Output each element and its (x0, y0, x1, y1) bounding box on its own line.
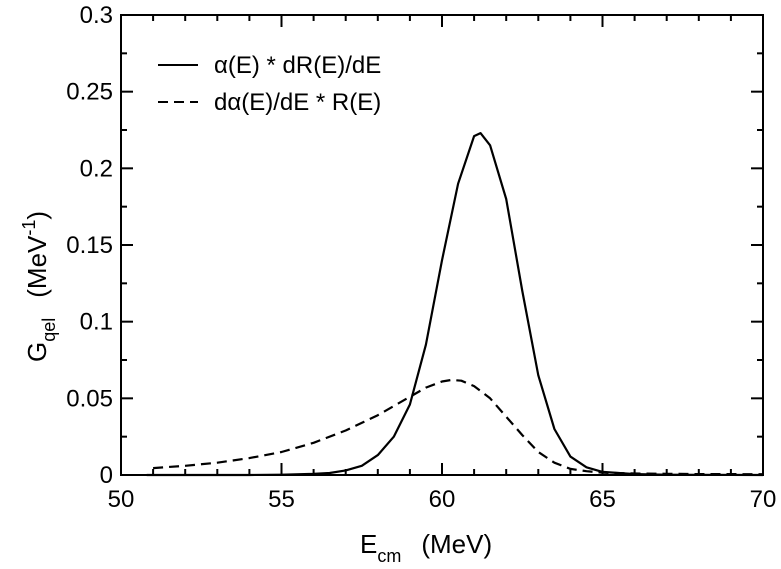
x-tick-label: 50 (108, 486, 135, 513)
y-tick-label: 0.1 (80, 309, 113, 336)
x-axis-label: Ecm (MeV) (360, 529, 492, 566)
y-label-sub: qel (39, 318, 59, 342)
y-tick-label: 0.2 (80, 155, 113, 182)
y-tick-label: 0.05 (66, 385, 113, 412)
y-axis-label: Gqel (MeV-1) (19, 211, 59, 362)
y-label-main: G (22, 342, 52, 362)
y-label-unit-pre: (MeV (22, 235, 52, 298)
y-tick-label: 0.3 (80, 2, 113, 29)
y-tick-label: 0.25 (66, 79, 113, 106)
x-tick-label: 60 (429, 486, 456, 513)
x-label-unit: (MeV) (421, 529, 492, 559)
y-tick-labels: 0 0.05 0.1 0.15 0.2 0.25 0.3 (66, 2, 113, 489)
legend-label-dashed: dα(E)/dE * R(E) (214, 89, 381, 116)
legend-label-solid: α(E) * dR(E)/dE (214, 52, 381, 79)
plot-frame (120, 14, 764, 476)
x-label-sub: cm (377, 546, 401, 566)
series-lines (146, 132, 764, 477)
series-line-solid (146, 132, 764, 477)
y-tick-label: 0.15 (66, 232, 113, 259)
series-line-dashed (153, 378, 764, 476)
x-tick-label: 70 (750, 486, 777, 513)
x-tick-label: 55 (268, 486, 295, 513)
y-label-unit-sup: -1 (19, 220, 39, 236)
y-tick-label: 0 (100, 462, 113, 489)
x-tick-label: 65 (589, 486, 616, 513)
x-label-main: E (360, 529, 377, 559)
legend: α(E) * dR(E)/dE dα(E)/dE * R(E) (158, 52, 381, 116)
y-label-unit-post: ) (22, 211, 52, 220)
x-tick-labels: 50 55 60 65 70 (108, 486, 777, 513)
axis-ticks (120, 14, 764, 476)
